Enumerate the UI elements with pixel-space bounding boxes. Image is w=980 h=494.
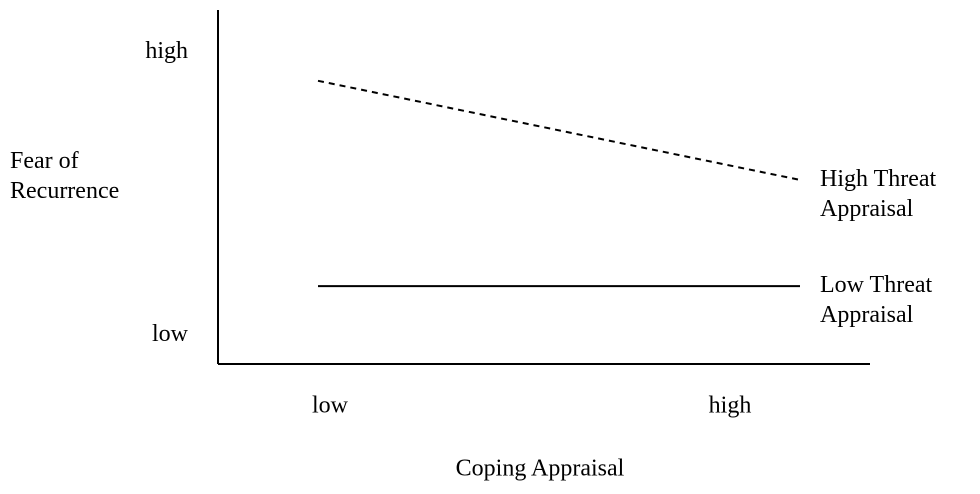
x-tick-label: high — [709, 393, 752, 419]
y-axis-label: Fear of Recurrence — [10, 148, 120, 204]
y-tick-label: high — [145, 38, 188, 64]
series-line — [317, 79, 801, 181]
legend-label: High Threat Appraisal — [820, 165, 937, 222]
x-tick-label: low — [312, 393, 349, 419]
legend-label: Low Threat Appraisal — [820, 272, 933, 329]
y-tick-label: low — [152, 321, 189, 347]
x-axis-label: Coping Appraisal — [456, 456, 625, 482]
